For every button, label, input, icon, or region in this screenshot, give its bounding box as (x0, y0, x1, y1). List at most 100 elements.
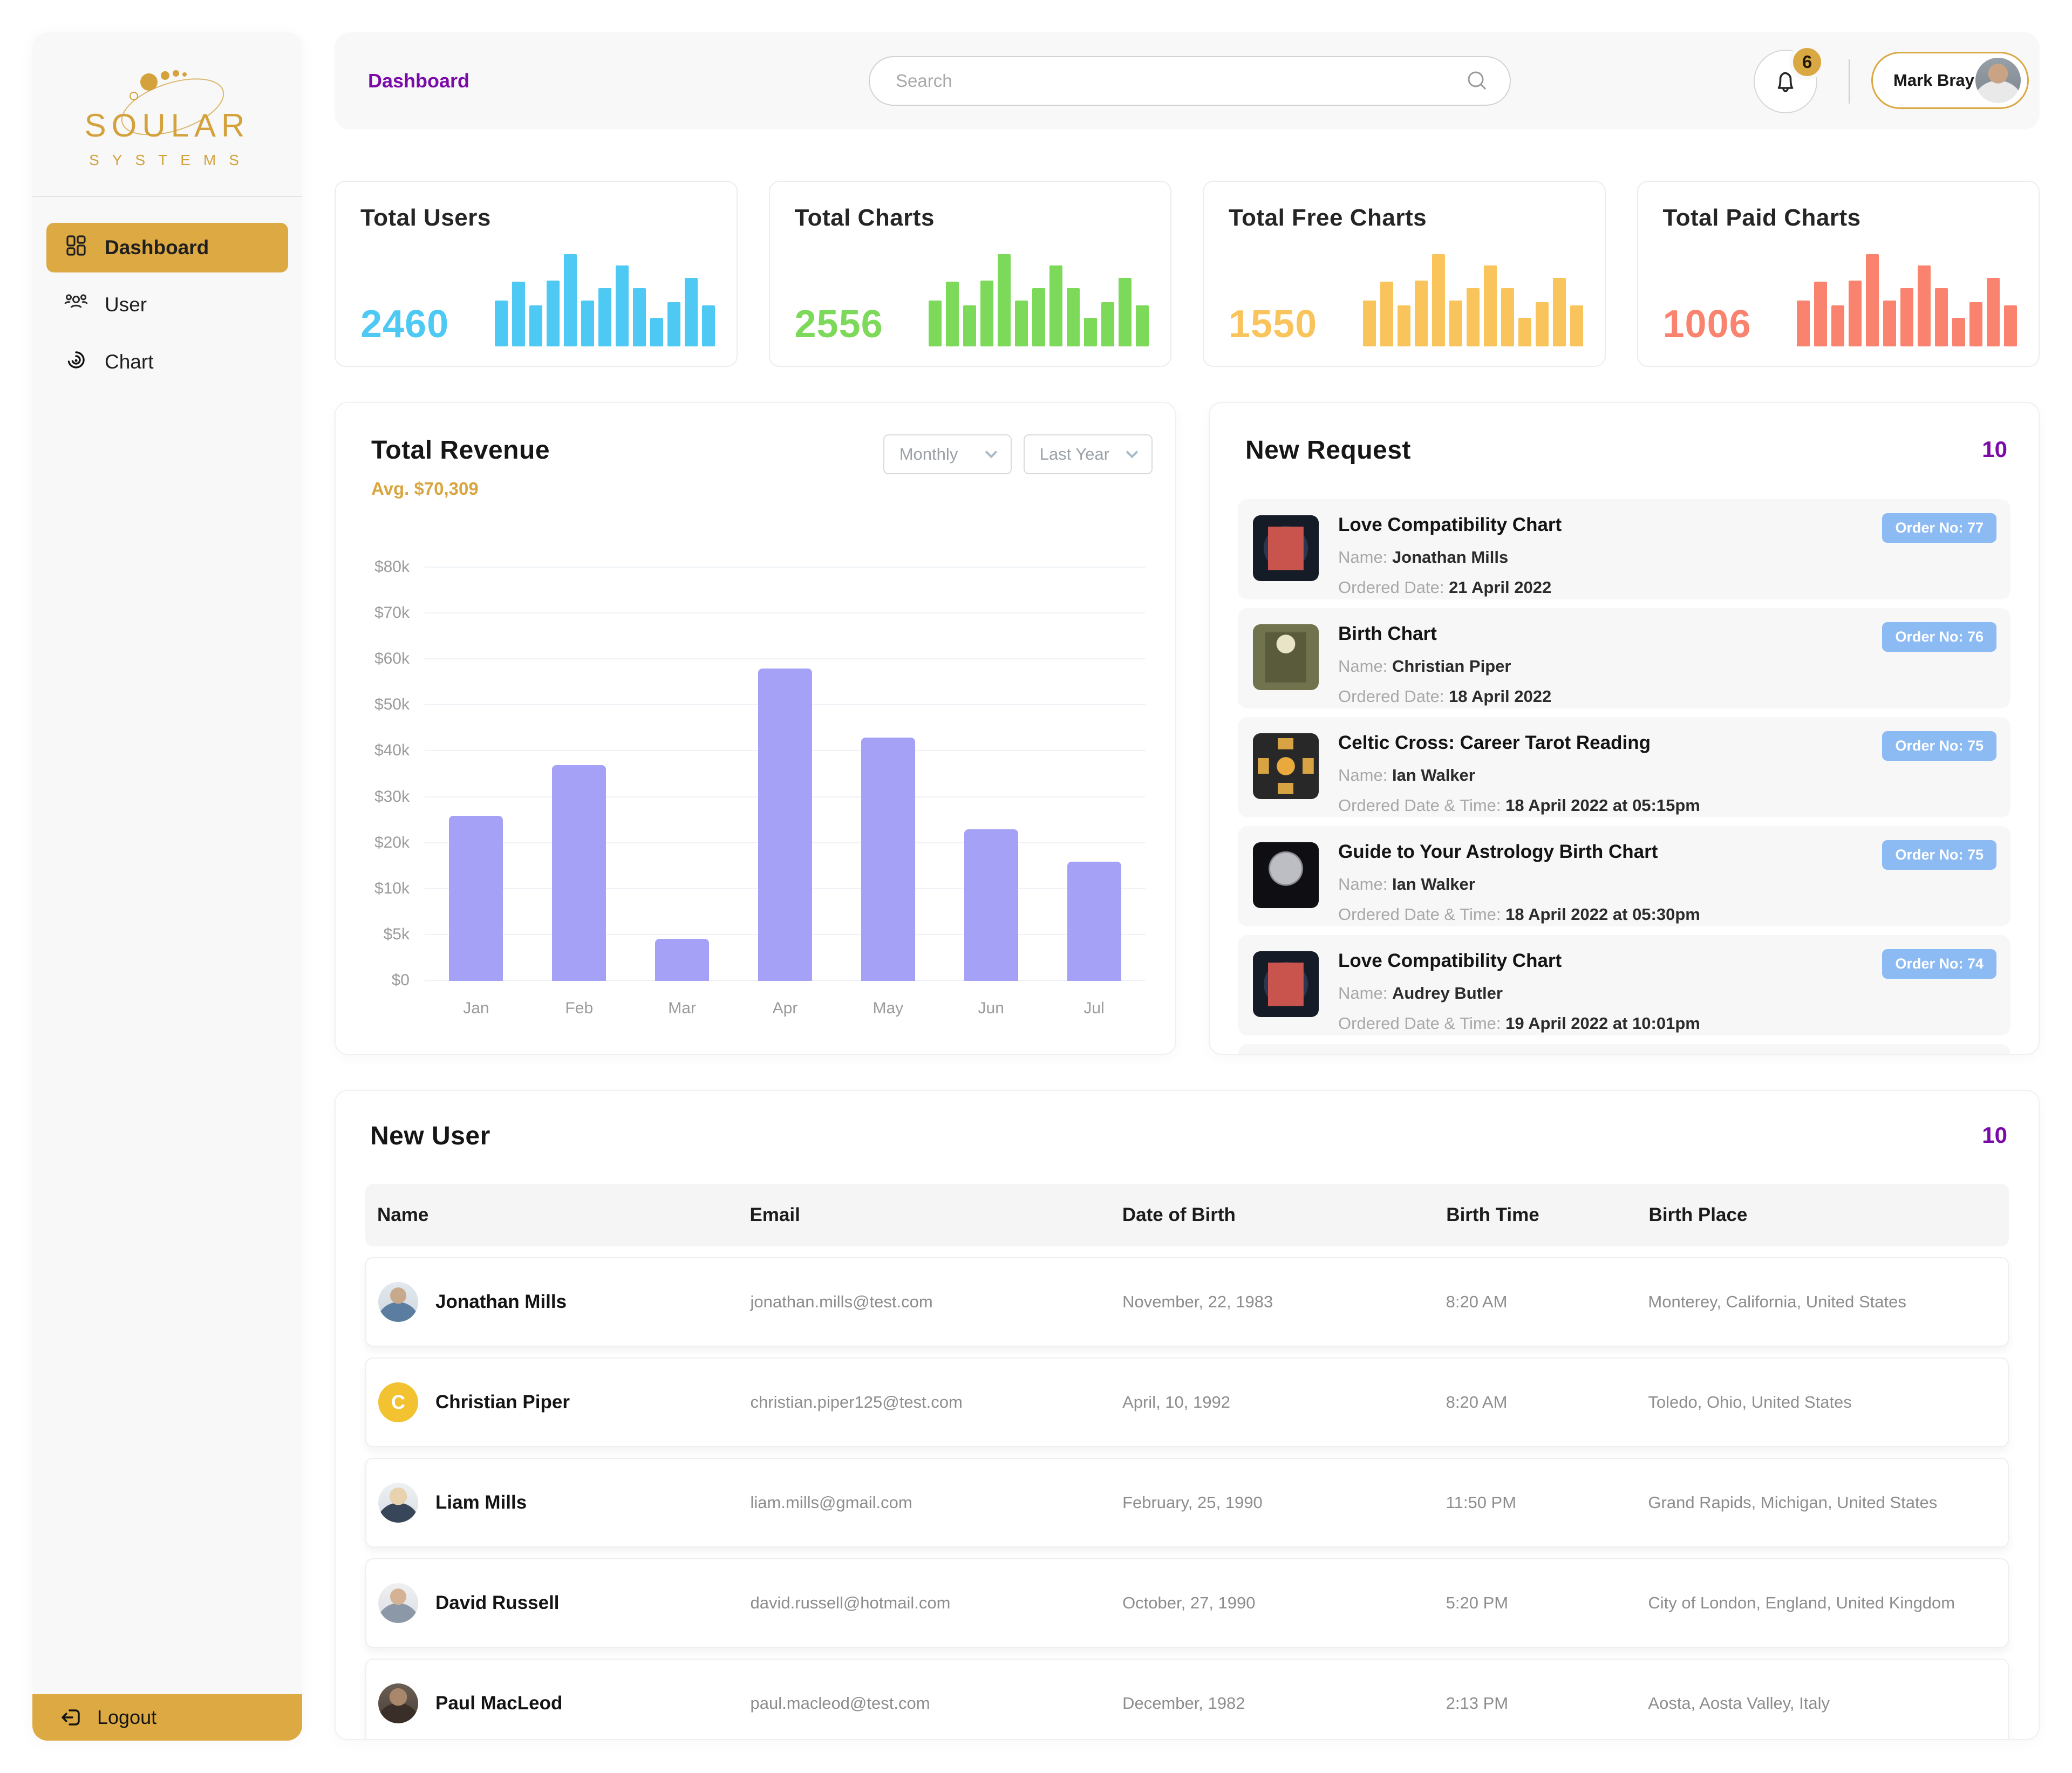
ordered-date-label: Ordered Date & Time: (1338, 905, 1501, 924)
sparkline-bar (1414, 281, 1428, 346)
ordered-date-value: 18 April 2022 (1449, 687, 1552, 706)
request-item-name-line: Name: Jonathan Mills (1338, 548, 1562, 567)
dashboard-icon (64, 233, 88, 263)
sparkline-bar (1831, 305, 1844, 346)
request-item-title: Love Compatibility Chart (1338, 514, 1562, 535)
ordered-date-label: Ordered Date & Time: (1338, 796, 1501, 815)
request-item[interactable]: Celtic Cross: Career Tarot Reading Name: … (1238, 717, 2010, 817)
profile-menu-button[interactable]: Mark Bray (1871, 52, 2029, 109)
user-date-of-birth: October, 27, 1990 (1122, 1593, 1256, 1612)
revenue-title: Total Revenue (371, 436, 550, 465)
sparkline-bar (1432, 254, 1445, 346)
logo-subtitle: SYSTEMS (89, 152, 252, 168)
search-input[interactable] (869, 56, 1511, 106)
request-item-title: Celtic Cross: Career Tarot Reading (1338, 732, 1651, 753)
x-axis-tick-label: Mar (668, 999, 696, 1017)
ordered-date-label: Ordered Date & Time: (1338, 1014, 1501, 1033)
new-user-card: New User 10 Name Email Date of Birth Birth … (335, 1090, 2040, 1740)
sidebar-divider (32, 196, 302, 197)
user-birth-time: 11:50 PM (1446, 1493, 1517, 1512)
sparkline-bar (1362, 300, 1376, 346)
sparkline-bar (1535, 302, 1549, 346)
sparkline-bar (1866, 254, 1879, 346)
x-axis-tick-label: Feb (565, 999, 594, 1017)
user-birth-place: Toledo, Ohio, United States (1648, 1393, 1852, 1411)
search-icon (1468, 71, 1487, 90)
column-header-name: Name (377, 1204, 429, 1225)
table-row[interactable]: Liam Mills liam.mills@gmail.com February, … (365, 1458, 2009, 1547)
x-axis-tick-label: Jan (463, 999, 489, 1017)
sidebar-item-label: User (105, 294, 147, 316)
name-label: Name: (1338, 875, 1388, 894)
order-number-badge: Order No: 76 (1882, 622, 1996, 652)
request-item-name-line: Name: Ian Walker (1338, 766, 1700, 785)
name-label: Name: (1338, 657, 1388, 676)
table-row[interactable]: Paul MacLeod paul.macleod@test.com Decembe… (365, 1659, 2009, 1739)
sidebar-item-label: Chart (105, 351, 154, 373)
stat-card-bottom: 2460 (360, 244, 715, 346)
request-item[interactable]: Guide to Your Astrology Birth Chart Name:… (1238, 826, 2010, 926)
revenue-filter-monthly[interactable]: Monthly (883, 434, 1012, 474)
sidebar-item-chart[interactable]: Chart (46, 337, 288, 387)
sidebar-item-label: Dashboard (105, 236, 209, 258)
name-value: Ian Walker (1392, 875, 1475, 894)
stat-card-sparkline (494, 244, 715, 346)
brand-logo: SOULAR SYSTEMS (32, 32, 302, 174)
y-axis-tick-label: $10k (374, 879, 410, 897)
stat-card-value: 2556 (794, 303, 883, 346)
profile-name: Mark Bray (1893, 71, 1974, 90)
request-item[interactable]: Birth Chart Name: Christian Piper Ordered … (1238, 608, 2010, 708)
sparkline-bar (615, 265, 629, 346)
name-value: Audrey Butler (1392, 984, 1503, 1003)
stat-card-bottom: 1006 (1663, 244, 2017, 346)
sparkline-bar (529, 305, 542, 346)
new-request-title: New Request (1245, 436, 1411, 465)
sidebar-item-dashboard[interactable]: Dashboard (46, 223, 288, 272)
revenue-bar-mar (655, 938, 710, 981)
sparkline-bar (1084, 317, 1097, 346)
name-label: Name: (1338, 548, 1388, 567)
sparkline-bar (494, 300, 508, 346)
request-item-name-line: Name: Audrey Butler (1338, 984, 1700, 1003)
celtic-cross-thumb (1253, 733, 1319, 799)
user-name-cell: David Russell (378, 1583, 751, 1623)
users-icon (64, 290, 88, 320)
sparkline-bar (963, 305, 976, 346)
logout-button[interactable]: Logout (32, 1694, 302, 1741)
new-request-count: 10 (1982, 437, 2007, 462)
stat-card-title: Total Paid Charts (1662, 204, 1861, 231)
table-row[interactable]: David Russell david.russell@hotmail.com Oc… (365, 1558, 2009, 1648)
avatar (378, 1282, 418, 1322)
table-row[interactable]: Jonathan Mills jonathan.mills@test.com Nov… (365, 1257, 2009, 1347)
request-item[interactable]: Love Compatibility Chart Name: Audrey But… (1238, 935, 2010, 1035)
gridline: $70k (374, 604, 1146, 622)
request-item-name-line: Name: Christian Piper (1338, 657, 1551, 676)
total-revenue-card: Total Revenue Avg. $70,309 Monthly Last Y… (335, 402, 1176, 1055)
stat-card-value: 1550 (1229, 303, 1318, 346)
user-email: david.russell@hotmail.com (750, 1593, 951, 1612)
stat-card-title: Total Free Charts (1229, 204, 1427, 231)
column-header-date-of-birth: Date of Birth (1122, 1204, 1236, 1225)
request-item-body: Love Compatibility Chart Name: Jonathan M… (1338, 513, 1562, 597)
request-item-title: Love Compatibility Chart (1338, 950, 1562, 971)
sidebar-item-user[interactable]: User (46, 280, 288, 330)
user-email: christian.piper125@test.com (750, 1393, 963, 1411)
sparkline-bar (632, 288, 646, 346)
stat-card-bottom: 2556 (795, 244, 1149, 346)
sparkline-bar (1483, 265, 1497, 346)
column-header-birth-time: Birth Time (1446, 1204, 1539, 1225)
request-item-body: Birth Chart Name: Christian Piper Ordered … (1338, 622, 1551, 706)
request-item[interactable]: Love Compatibility Chart Name: Jonathan M… (1238, 499, 2010, 599)
revenue-filters: Monthly Last Year (883, 434, 1153, 474)
sparkline-bar (1987, 277, 2000, 346)
revenue-filter-last-year[interactable]: Last Year (1023, 434, 1153, 474)
table-row[interactable]: C Christian Piper christian.piper125@test.… (365, 1358, 2009, 1447)
sparkline-bar (667, 302, 680, 346)
stat-card-bottom: 1550 (1229, 244, 1583, 346)
sparkline-bar (546, 281, 560, 346)
user-name: David Russell (435, 1592, 560, 1613)
request-item-title: Birth Chart (1338, 623, 1437, 644)
notifications-button[interactable]: 6 (1754, 44, 1825, 113)
x-axis-tick-label: Jun (978, 999, 1004, 1017)
